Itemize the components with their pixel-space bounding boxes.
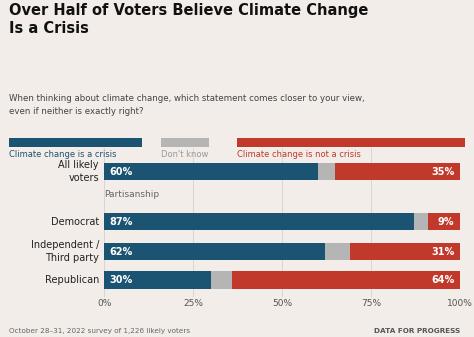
Text: Climate change is not a crisis: Climate change is not a crisis [237, 150, 361, 159]
Bar [104, 163, 318, 180]
Text: Over Half of Voters Believe Climate Change
Is a Crisis: Over Half of Voters Believe Climate Chan… [9, 3, 369, 36]
Text: Partisanship: Partisanship [104, 190, 159, 199]
Bar [104, 271, 211, 288]
Text: 30%: 30% [109, 275, 133, 285]
Bar [413, 213, 428, 230]
Text: Republican: Republican [45, 275, 99, 285]
Text: October 28–31, 2022 survey of 1,226 likely voters: October 28–31, 2022 survey of 1,226 like… [9, 328, 191, 334]
Text: Climate change is a crisis: Climate change is a crisis [9, 150, 117, 159]
Text: When thinking about climate change, which statement comes closer to your view,
e: When thinking about climate change, whic… [9, 94, 365, 116]
Text: 35%: 35% [431, 166, 455, 177]
Text: 60%: 60% [109, 166, 133, 177]
Text: Democrat: Democrat [51, 217, 99, 226]
Bar [232, 271, 460, 288]
Text: 87%: 87% [109, 217, 133, 226]
Bar [336, 163, 460, 180]
Text: Don't know: Don't know [161, 150, 209, 159]
Text: 62%: 62% [109, 247, 133, 256]
Bar [211, 271, 232, 288]
Text: 9%: 9% [438, 217, 455, 226]
Text: 64%: 64% [431, 275, 455, 285]
Bar [104, 213, 413, 230]
Bar [350, 243, 460, 260]
Text: All likely
voters: All likely voters [58, 160, 99, 183]
Text: 31%: 31% [431, 247, 455, 256]
Bar [428, 213, 460, 230]
Text: Independent /
Third party: Independent / Third party [30, 240, 99, 263]
Bar [318, 163, 336, 180]
Text: DATA FOR PROGRESS: DATA FOR PROGRESS [374, 328, 460, 334]
Bar [104, 243, 325, 260]
Bar [325, 243, 349, 260]
